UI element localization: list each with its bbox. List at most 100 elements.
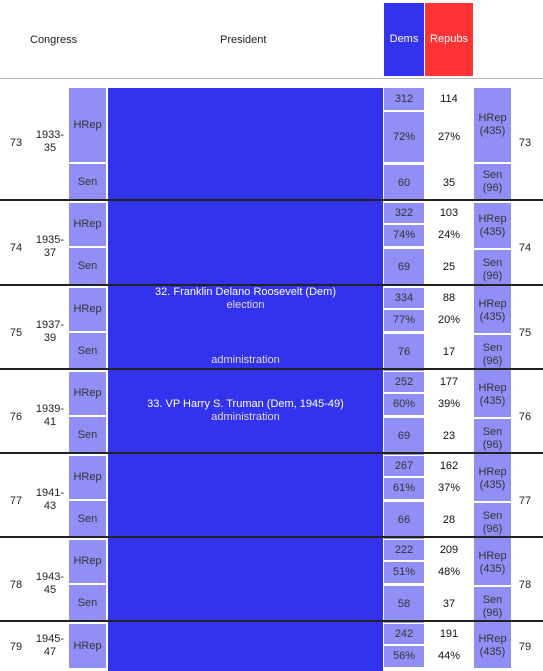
- house-rep-count: 114: [425, 88, 473, 110]
- right-sen-label: Sen (96): [474, 164, 511, 200]
- congress-years: 1937- 39: [35, 319, 65, 344]
- senate-dem-count: 69: [384, 249, 424, 286]
- house-dem-count: 242: [384, 624, 424, 644]
- senate-rep-count: 28: [425, 502, 473, 539]
- congress-number: 77: [9, 494, 23, 507]
- house-rep-count: 103: [425, 203, 473, 223]
- congress-number: 76: [9, 410, 23, 423]
- congress-number-right: 73: [518, 136, 532, 149]
- congress-header: Congress: [30, 34, 78, 46]
- right-hrep-label: HRep (435): [474, 540, 511, 585]
- dems-header: Dems: [384, 3, 424, 76]
- left-hrep-cell[interactable]: HRep: [69, 203, 106, 246]
- house-dem-count: 252: [384, 372, 424, 392]
- house-rep-pct: 27%: [425, 112, 473, 162]
- left-hrep-cell[interactable]: HRep: [69, 288, 106, 331]
- fdr-administration: administration: [211, 354, 280, 366]
- left-sen-cell[interactable]: Sen: [69, 501, 106, 538]
- house-dem-count: 322: [384, 203, 424, 223]
- house-rep-count: 177: [425, 372, 473, 392]
- right-sen-label: Sen (96): [474, 335, 511, 374]
- congress-number-right: 75: [518, 326, 532, 339]
- house-dem-pct: 61%: [384, 478, 424, 499]
- house-rep-pct: 39%: [425, 394, 473, 415]
- left-sen-cell[interactable]: Sen: [69, 417, 106, 454]
- right-sen-label: Sen (96): [474, 419, 511, 458]
- house-rep-count: 191: [425, 624, 473, 644]
- row-separator: [0, 284, 543, 286]
- congress-years: 1941- 43: [35, 487, 65, 512]
- congress-number: 79: [9, 640, 23, 653]
- right-sen-label: Sen (96): [474, 587, 511, 626]
- left-sen-cell[interactable]: Sen: [69, 585, 106, 622]
- house-dem-count: 267: [384, 456, 424, 476]
- right-hrep-label: HRep (435): [474, 372, 511, 417]
- senate-rep-count: 35: [425, 165, 473, 201]
- left-hrep-cell[interactable]: HRep: [69, 540, 106, 583]
- house-rep-pct: 20%: [425, 310, 473, 331]
- senate-rep-count: 37: [425, 586, 473, 623]
- congress-number-right: 77: [518, 494, 532, 507]
- senate-dem-count: 58: [384, 586, 424, 623]
- house-rep-pct: 44%: [425, 646, 473, 667]
- house-dem-count: 312: [384, 88, 424, 110]
- house-dem-pct: 72%: [384, 112, 424, 162]
- house-rep-pct: 24%: [425, 225, 473, 246]
- congress-number: 75: [9, 326, 23, 339]
- row-separator: [0, 199, 543, 201]
- house-rep-count: 209: [425, 540, 473, 560]
- left-sen-cell[interactable]: Sen: [69, 333, 106, 370]
- congress-number-right: 76: [518, 410, 532, 423]
- congress-number-right: 78: [518, 578, 532, 591]
- house-dem-pct: 56%: [384, 646, 424, 667]
- row-separator: [0, 620, 543, 622]
- row-separator: [0, 368, 543, 370]
- congress-years: 1935- 37: [35, 234, 65, 259]
- president-header: President: [220, 34, 267, 46]
- president-truman: 33. VP Harry S. Truman (Dem, 1945-49) ad…: [108, 398, 383, 424]
- congress-number: 78: [9, 578, 23, 591]
- right-hrep-label: HRep (435): [474, 456, 511, 501]
- house-dem-pct: 60%: [384, 394, 424, 415]
- president-fdr: 32. Franklin Delano Roosevelt (Dem) elec…: [108, 286, 383, 312]
- house-dem-count: 222: [384, 540, 424, 560]
- fdr-election: election: [226, 299, 265, 311]
- senate-rep-count: 25: [425, 249, 473, 286]
- right-hrep-label: HRep (435): [474, 88, 511, 162]
- senate-dem-count: 76: [384, 334, 424, 371]
- left-hrep-cell[interactable]: HRep: [69, 624, 106, 668]
- left-sen-cell[interactable]: Sen: [69, 248, 106, 285]
- congress-number: 74: [9, 241, 23, 254]
- right-hrep-label: HRep (435): [474, 624, 511, 668]
- fdr-name: 32. Franklin Delano Roosevelt (Dem): [155, 286, 336, 298]
- house-dem-pct: 74%: [384, 225, 424, 246]
- congress-years: 1939- 41: [35, 403, 65, 428]
- right-hrep-label: HRep (435): [474, 288, 511, 333]
- house-rep-count: 162: [425, 456, 473, 476]
- truman-administration: administration: [211, 411, 280, 423]
- congress-number-right: 74: [518, 241, 532, 254]
- header-divider: [0, 78, 543, 79]
- house-dem-pct: 77%: [384, 310, 424, 331]
- congress-years: 1933- 35: [35, 129, 65, 154]
- senate-dem-count: 60: [384, 165, 424, 201]
- repubs-header: Repubs: [425, 3, 473, 76]
- left-hrep-cell[interactable]: HRep: [69, 456, 106, 499]
- house-dem-pct: 51%: [384, 562, 424, 583]
- left-hrep-cell[interactable]: HRep: [69, 372, 106, 415]
- senate-dem-count: 66: [384, 502, 424, 539]
- senate-rep-count: 23: [425, 418, 473, 455]
- right-sen-label: Sen (96): [474, 250, 511, 289]
- congress-number-right: 79: [518, 640, 532, 653]
- president-block: [108, 88, 383, 671]
- row-separator: [0, 536, 543, 538]
- row-separator: [0, 452, 543, 454]
- left-hrep-cell[interactable]: HRep: [69, 88, 106, 162]
- house-dem-count: 334: [384, 288, 424, 308]
- congress-years: 1943- 45: [35, 571, 65, 596]
- truman-name: 33. VP Harry S. Truman (Dem, 1945-49): [147, 398, 344, 410]
- right-hrep-label: HRep (435): [474, 203, 511, 248]
- left-sen-cell[interactable]: Sen: [69, 164, 106, 200]
- senate-rep-count: 17: [425, 334, 473, 371]
- congress-years: 1945- 47: [35, 633, 65, 658]
